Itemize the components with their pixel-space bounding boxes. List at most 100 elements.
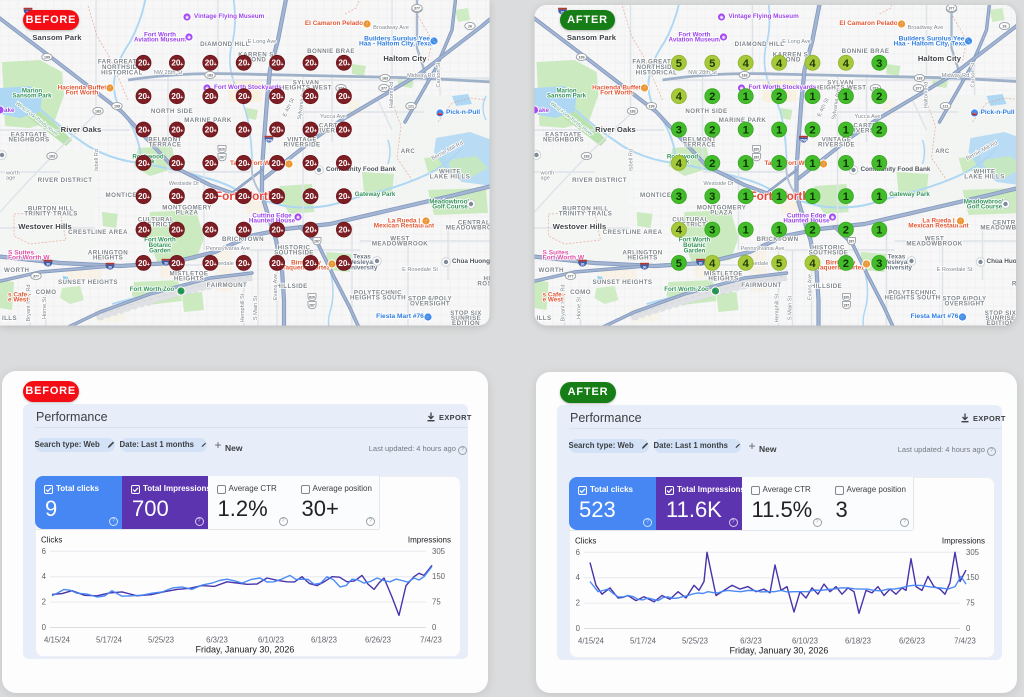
svg-text:6/18/23: 6/18/23 [311,636,337,645]
svg-text:+: + [147,195,151,201]
svg-text:4: 4 [843,58,850,70]
svg-text:+: + [347,95,351,101]
svg-text:0: 0 [42,623,47,632]
svg-text:2: 2 [876,91,882,103]
svg-text:1: 1 [743,158,749,170]
svg-text:6: 6 [42,547,46,556]
svg-text:6/18/23: 6/18/23 [845,637,871,646]
svg-text:+: + [247,195,251,201]
svg-text:20: 20 [338,159,348,168]
svg-text:+: + [180,129,184,135]
svg-text:+: + [147,262,151,268]
svg-text:3: 3 [676,191,682,203]
svg-text:+: + [347,129,351,135]
svg-text:+: + [147,162,151,168]
svg-text:20: 20 [138,92,148,101]
svg-text:+: + [314,62,318,68]
svg-text:20: 20 [238,159,248,168]
svg-text:+: + [280,95,284,101]
svg-text:20: 20 [305,59,315,68]
svg-text:20: 20 [205,59,215,68]
svg-text:+: + [314,229,318,235]
svg-text:20: 20 [238,59,248,68]
svg-text:7/4/23: 7/4/23 [954,637,976,646]
svg-text:+: + [214,95,218,101]
svg-text:1: 1 [743,225,749,237]
svg-text:305: 305 [966,548,980,557]
svg-text:6/3/23: 6/3/23 [740,637,762,646]
svg-text:1: 1 [776,225,782,237]
svg-text:20: 20 [171,259,181,268]
svg-text:+: + [280,262,284,268]
svg-text:+: + [347,195,351,201]
svg-text:+: + [247,229,251,235]
svg-text:4: 4 [743,258,750,270]
svg-text:20: 20 [272,92,282,101]
svg-text:6/10/23: 6/10/23 [258,636,284,645]
svg-text:+: + [347,229,351,235]
svg-text:20: 20 [338,92,348,101]
svg-text:20: 20 [272,159,282,168]
svg-text:1: 1 [843,125,849,137]
svg-text:20: 20 [338,125,348,134]
svg-text:5: 5 [676,258,682,270]
svg-text:3: 3 [709,225,715,237]
svg-text:5/17/24: 5/17/24 [96,636,123,645]
svg-text:20: 20 [171,59,181,68]
svg-text:+: + [147,95,151,101]
svg-text:1: 1 [809,158,815,170]
svg-text:+: + [247,129,251,135]
svg-text:2: 2 [876,125,882,137]
svg-text:75: 75 [432,598,441,607]
svg-text:2: 2 [42,598,46,607]
svg-text:6/3/23: 6/3/23 [206,636,228,645]
svg-text:20: 20 [272,192,282,201]
svg-text:0: 0 [432,623,437,632]
svg-text:+: + [180,62,184,68]
svg-text:1: 1 [809,191,815,203]
svg-text:4: 4 [576,573,581,582]
svg-text:+: + [180,229,184,235]
svg-text:+: + [147,229,151,235]
svg-text:3: 3 [876,258,882,270]
svg-text:4: 4 [676,158,683,170]
svg-text:1: 1 [876,191,882,203]
svg-text:2: 2 [709,158,715,170]
svg-text:+: + [314,95,318,101]
svg-text:20: 20 [305,125,315,134]
svg-text:+: + [280,229,284,235]
svg-text:4: 4 [709,258,716,270]
svg-text:4: 4 [776,58,783,70]
svg-text:+: + [280,62,284,68]
svg-text:5: 5 [709,58,715,70]
svg-text:1: 1 [843,191,849,203]
svg-text:1: 1 [743,125,749,137]
svg-text:20: 20 [171,192,181,201]
svg-text:5/17/24: 5/17/24 [630,637,657,646]
svg-text:+: + [147,62,151,68]
svg-text:3: 3 [676,125,682,137]
svg-text:20: 20 [272,125,282,134]
svg-text:+: + [214,195,218,201]
svg-text:20: 20 [205,92,215,101]
svg-text:20: 20 [305,226,315,235]
svg-text:6: 6 [576,548,580,557]
svg-text:2: 2 [843,258,849,270]
svg-text:1: 1 [743,91,749,103]
svg-text:+: + [347,62,351,68]
svg-text:+: + [347,162,351,168]
svg-text:150: 150 [432,572,446,581]
svg-text:+: + [347,262,351,268]
svg-text:+: + [314,129,318,135]
svg-text:1: 1 [776,191,782,203]
svg-text:20: 20 [305,192,315,201]
svg-text:Friday, January 30, 2026: Friday, January 30, 2026 [730,646,829,656]
svg-text:1: 1 [809,91,815,103]
svg-text:20: 20 [138,226,148,235]
svg-text:20: 20 [205,159,215,168]
svg-text:1: 1 [876,225,882,237]
svg-text:+: + [147,129,151,135]
svg-text:+: + [180,95,184,101]
svg-text:1: 1 [843,158,849,170]
svg-text:20: 20 [338,192,348,201]
